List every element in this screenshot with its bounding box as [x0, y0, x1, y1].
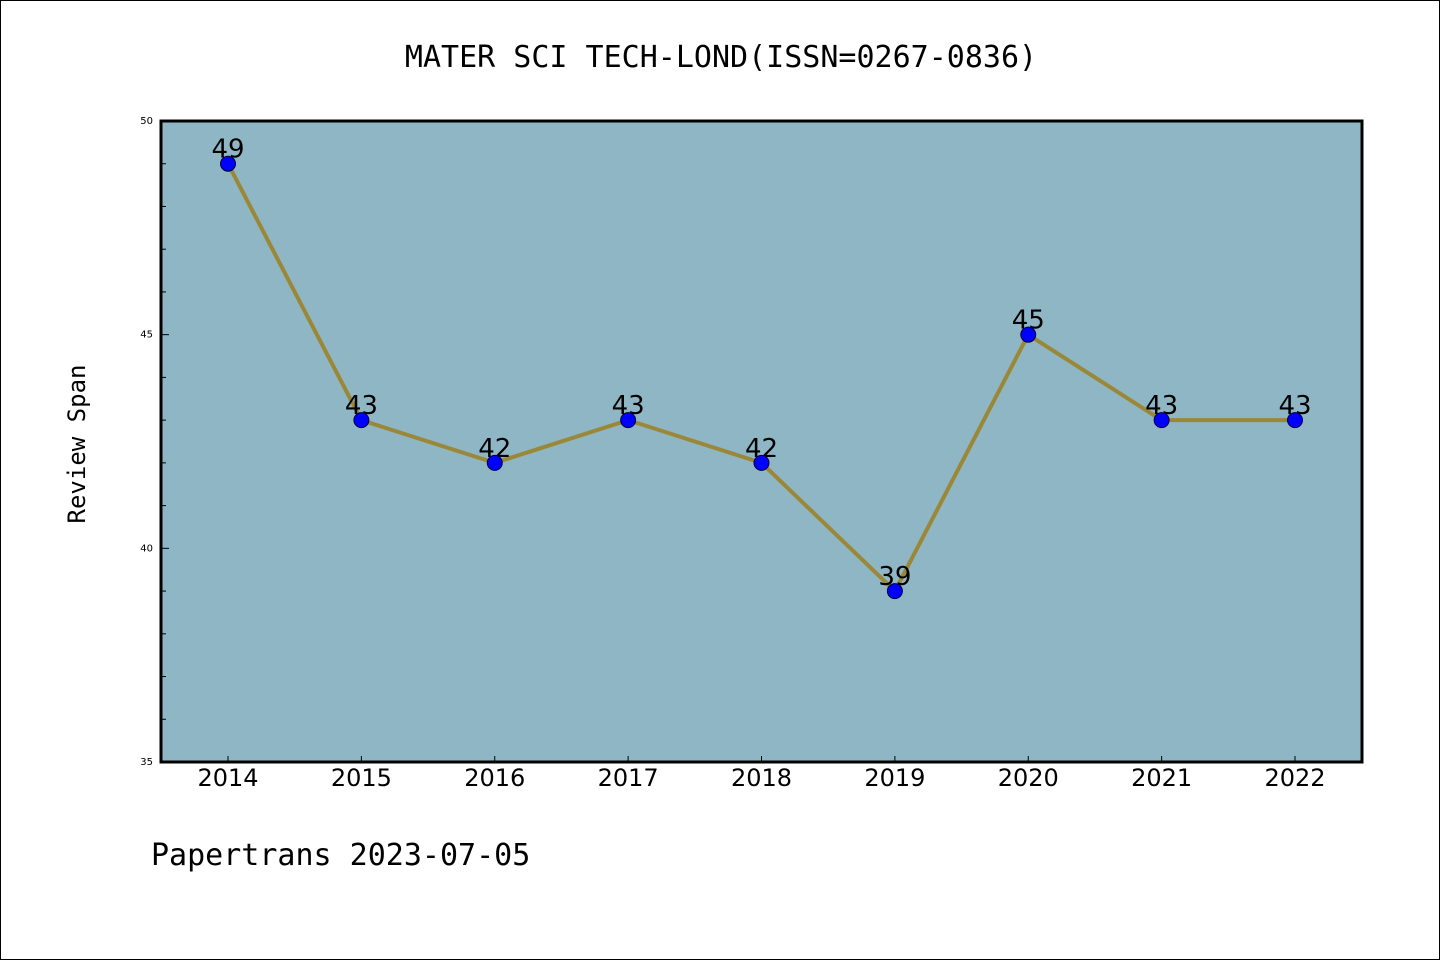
y-axis-label: Review Span [63, 365, 91, 524]
data-point [1153, 412, 1170, 429]
x-tick-label: 2018 [731, 764, 792, 792]
data-point [486, 454, 503, 471]
x-tick-label: 2019 [864, 764, 925, 792]
x-tick-label: 2016 [464, 764, 525, 792]
data-point [353, 412, 370, 429]
chart-title: MATER SCI TECH-LOND(ISSN=0267-0836) [405, 40, 1037, 75]
plot-area [161, 121, 1362, 762]
y-tick-label: 40 [140, 543, 153, 554]
x-axis-ticks: 2014 2015 2016 2017 2018 2019 2020 2021 2022 [197, 756, 1326, 792]
x-tick-label: 2021 [1131, 764, 1192, 792]
y-tick-label: 50 [140, 116, 153, 127]
data-point [220, 155, 236, 172]
x-tick-label: 2015 [331, 764, 392, 792]
y-tick-label: 45 [140, 330, 153, 341]
x-tick-label: 2022 [1264, 764, 1325, 792]
data-point [1020, 326, 1037, 343]
x-tick-label: 2014 [197, 764, 258, 792]
x-tick-label: 2017 [598, 764, 659, 792]
plot-border [159, 119, 1364, 764]
data-markers [220, 155, 1303, 600]
y-tick-label: 35 [140, 757, 153, 768]
data-point [620, 412, 637, 429]
data-point [886, 583, 903, 600]
data-point [1287, 412, 1303, 429]
footer-text: Papertrans 2023-07-05 [151, 838, 530, 873]
x-tick-label: 2020 [998, 764, 1059, 792]
data-point [753, 454, 770, 471]
